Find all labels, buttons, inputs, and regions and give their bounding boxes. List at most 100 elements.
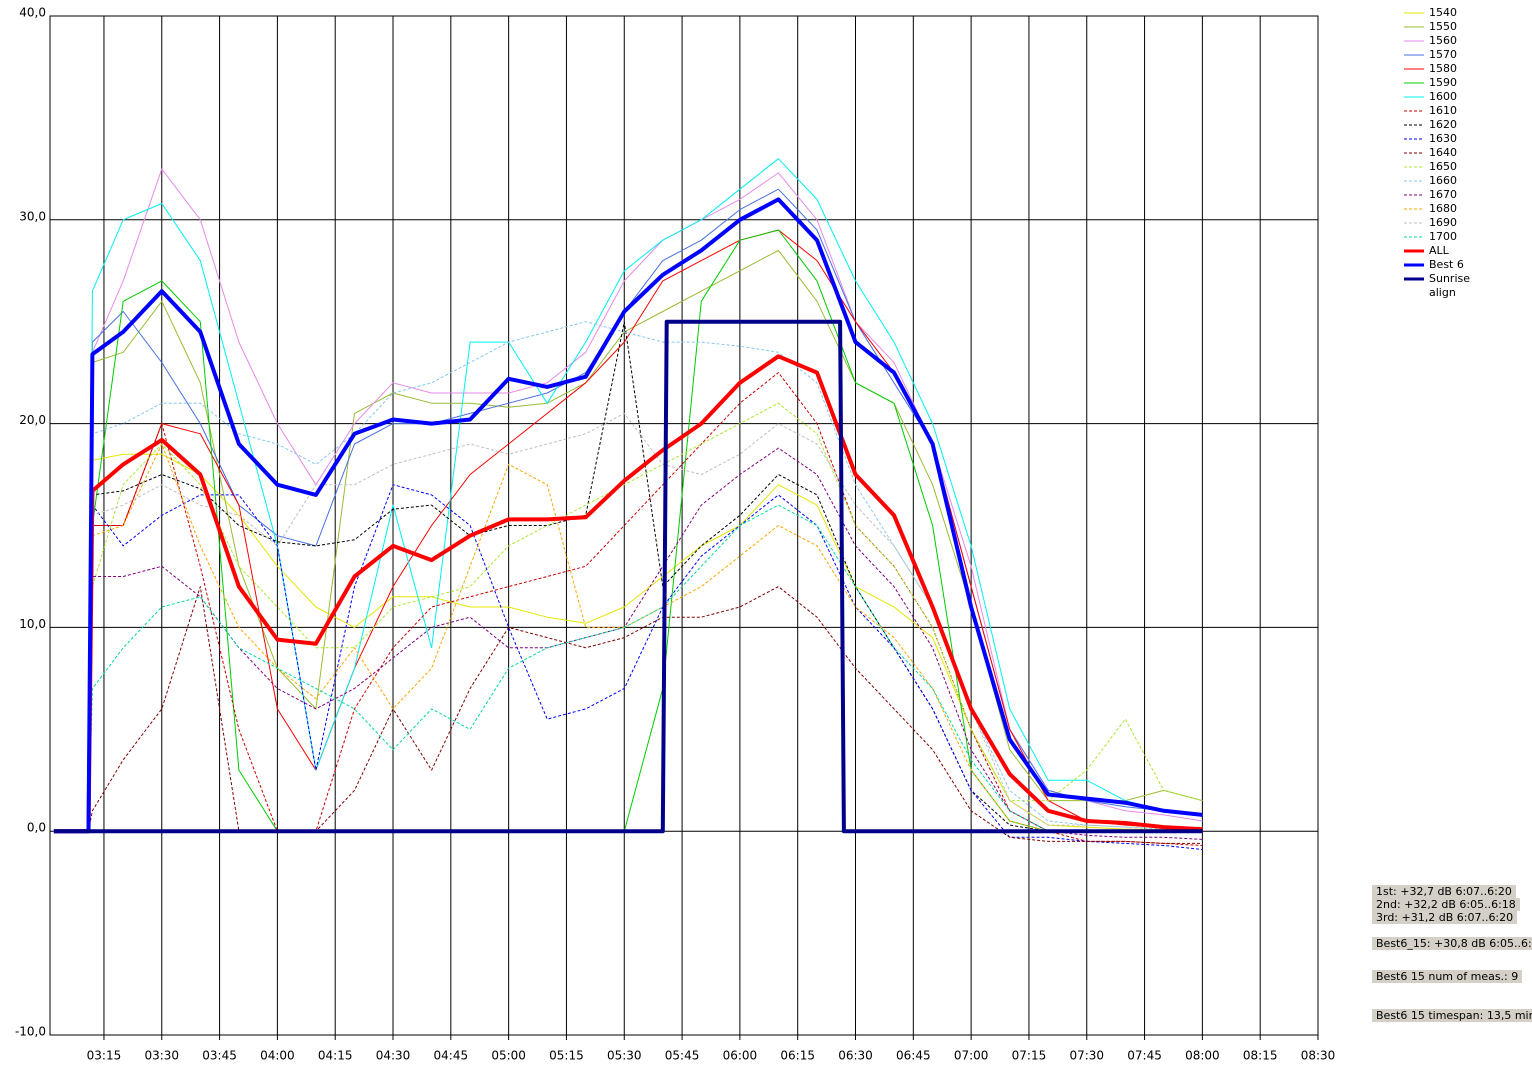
legend-label: 1560 xyxy=(1429,34,1457,47)
series-line xyxy=(53,188,1203,832)
legend-swatch xyxy=(1404,166,1424,168)
series-line xyxy=(53,412,1203,832)
x-tick-label: 06:15 xyxy=(780,1049,815,1063)
x-tick-label: 04:30 xyxy=(376,1049,411,1063)
legend-swatch xyxy=(1404,96,1424,98)
legend-item: 1580 xyxy=(1403,62,1479,76)
legend-item: 1700 xyxy=(1403,230,1479,244)
annotation: Best6 15 num of meas.: 9 xyxy=(1372,970,1523,983)
legend-label: 1660 xyxy=(1429,174,1457,187)
series-line xyxy=(53,321,1203,832)
legend-swatch xyxy=(1404,222,1424,224)
x-tick-label: 07:30 xyxy=(1069,1049,1104,1063)
series-line xyxy=(53,443,1203,832)
legend-item: 1590 xyxy=(1403,76,1479,90)
y-tick-label: 40,0 xyxy=(19,6,46,20)
legend-item: 1640 xyxy=(1403,146,1479,160)
legend-item: 1560 xyxy=(1403,34,1479,48)
legend-swatch xyxy=(1404,12,1424,14)
y-tick-label: -10,0 xyxy=(15,1025,46,1039)
series-line xyxy=(53,372,1203,846)
series-line xyxy=(53,453,1203,832)
x-tick-label: 07:15 xyxy=(1012,1049,1047,1063)
legend-item: 1690 xyxy=(1403,216,1479,230)
legend-item: Best 6 xyxy=(1403,258,1479,272)
legend-item: 1600 xyxy=(1403,90,1479,104)
x-tick-label: 05:00 xyxy=(491,1049,526,1063)
legend-item: 1650 xyxy=(1403,160,1479,174)
legend-label: 1670 xyxy=(1429,188,1457,201)
legend-swatch xyxy=(1404,194,1424,196)
y-tick-label: 10,0 xyxy=(19,617,46,631)
annotation: 2nd: +32,2 dB 6:05..6:18 xyxy=(1372,898,1520,911)
y-tick-label: 20,0 xyxy=(19,413,46,427)
legend-swatch xyxy=(1404,208,1424,210)
legend-swatch xyxy=(1404,138,1424,140)
legend-item: 1550 xyxy=(1403,20,1479,34)
legend-label: Sunrise align xyxy=(1429,272,1471,299)
legend-label: 1640 xyxy=(1429,146,1457,159)
legend-label: 1590 xyxy=(1429,76,1457,89)
x-tick-label: 07:45 xyxy=(1127,1049,1162,1063)
legend-swatch xyxy=(1404,180,1424,182)
x-tick-label: 06:30 xyxy=(838,1049,873,1063)
legend-label: 1610 xyxy=(1429,104,1457,117)
x-tick-label: 04:00 xyxy=(260,1049,295,1063)
legend-label: 1700 xyxy=(1429,230,1457,243)
y-tick-label: 0,0 xyxy=(27,821,46,835)
legend-label: 1540 xyxy=(1429,6,1457,19)
series-line xyxy=(53,319,1203,834)
legend: 1540 1550 1560 1570 1580 1590 1600 1610 1620 1630… xyxy=(1403,6,1479,299)
series-line xyxy=(53,504,1203,832)
x-tick-label: 06:45 xyxy=(896,1049,931,1063)
legend-swatch xyxy=(1404,54,1424,56)
series-line xyxy=(53,168,1203,832)
x-tick-label: 05:30 xyxy=(607,1049,642,1063)
legend-item: 1540 xyxy=(1403,6,1479,20)
x-tick-label: 08:15 xyxy=(1243,1049,1278,1063)
legend-item: 1630 xyxy=(1403,132,1479,146)
series-line xyxy=(53,229,1203,832)
annotation: 3rd: +31,2 dB 6:07..6:20 xyxy=(1372,911,1518,924)
legend-swatch xyxy=(1404,26,1424,28)
legend-label: 1630 xyxy=(1429,132,1457,145)
x-tick-label: 03:15 xyxy=(87,1049,122,1063)
legend-swatch xyxy=(1404,236,1424,238)
series-line xyxy=(53,321,1203,832)
legend-swatch xyxy=(1404,124,1424,126)
legend-swatch xyxy=(1404,68,1424,70)
plot-border xyxy=(49,15,1319,1036)
x-tick-label: 04:15 xyxy=(318,1049,353,1063)
legend-item: 1620 xyxy=(1403,118,1479,132)
series-line xyxy=(53,197,1203,834)
legend-item: Sunrise align xyxy=(1403,272,1479,299)
legend-item: 1570 xyxy=(1403,48,1479,62)
series-line xyxy=(53,249,1203,832)
x-tick-label: 05:15 xyxy=(549,1049,584,1063)
x-tick-label: 08:00 xyxy=(1185,1049,1220,1063)
annotation: Best6_15: +30,8 dB 6:05..6:18 xyxy=(1372,937,1532,950)
x-tick-label: 08:30 xyxy=(1301,1049,1336,1063)
series-line xyxy=(53,586,1203,844)
legend-label: 1550 xyxy=(1429,20,1457,33)
legend-label: 1690 xyxy=(1429,216,1457,229)
legend-swatch xyxy=(1404,249,1424,253)
legend-label: 1680 xyxy=(1429,202,1457,215)
legend-item: 1670 xyxy=(1403,188,1479,202)
legend-item: 1610 xyxy=(1403,104,1479,118)
series-line xyxy=(53,354,1203,834)
legend-label: ALL xyxy=(1429,244,1449,257)
legend-item: 1660 xyxy=(1403,174,1479,188)
legend-swatch xyxy=(1404,277,1424,281)
legend-label: Best 6 xyxy=(1429,258,1464,271)
y-tick-label: 30,0 xyxy=(19,209,46,223)
annotation: Best6 15 timespan: 13,5 minutes xyxy=(1372,1009,1532,1022)
x-tick-label: 05:45 xyxy=(665,1049,700,1063)
x-tick-label: 03:45 xyxy=(202,1049,237,1063)
legend-swatch xyxy=(1404,110,1424,112)
legend-label: 1620 xyxy=(1429,118,1457,131)
legend-label: 1570 xyxy=(1429,48,1457,61)
legend-item: ALL xyxy=(1403,244,1479,258)
legend-swatch xyxy=(1404,82,1424,84)
